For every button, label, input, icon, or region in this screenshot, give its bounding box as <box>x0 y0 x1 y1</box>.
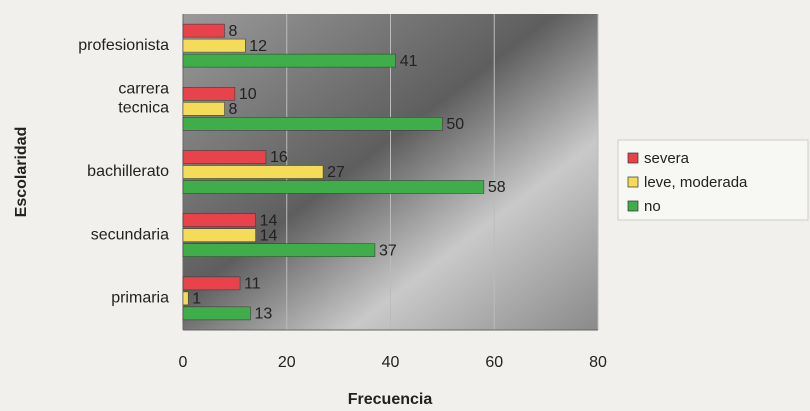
bar <box>182 150 267 164</box>
y-tick-label: primaria <box>111 290 169 307</box>
x-tick-label: 40 <box>382 354 400 371</box>
bar <box>182 213 256 227</box>
data-label: 8 <box>229 101 238 118</box>
y-axis-title: Escolaridad <box>13 127 30 218</box>
legend-label: leve, moderada <box>644 174 748 191</box>
bar <box>182 165 324 179</box>
data-label: 12 <box>249 38 267 55</box>
legend-swatch <box>627 200 639 212</box>
data-label: 37 <box>379 242 397 259</box>
legend-label: no <box>644 198 661 215</box>
bar <box>182 180 485 194</box>
y-tick-label: secundaria <box>91 226 169 243</box>
y-tick-label: profesionista <box>78 37 169 54</box>
data-label: 58 <box>488 179 506 196</box>
bar <box>182 102 225 116</box>
data-label: 1 <box>192 291 201 308</box>
data-label: 10 <box>239 86 257 103</box>
x-tick-label: 20 <box>278 354 296 371</box>
data-label: 13 <box>254 306 272 323</box>
x-axis-title: Frecuencia <box>348 391 433 408</box>
bar <box>182 23 225 38</box>
x-tick-label: 0 <box>179 354 188 371</box>
bar <box>182 38 246 53</box>
legend <box>617 139 809 221</box>
bar <box>182 291 189 306</box>
data-label: 8 <box>229 23 238 40</box>
bar <box>182 306 251 321</box>
data-label: 14 <box>260 212 278 229</box>
data-label: 41 <box>400 53 418 70</box>
y-tick-label: carrera tecnica <box>118 81 169 117</box>
y-tick-label: bachillerato <box>87 163 169 180</box>
bar <box>182 117 443 131</box>
x-tick-label: 80 <box>589 354 607 371</box>
data-label: 14 <box>260 227 278 244</box>
x-tick-label: 60 <box>485 354 503 371</box>
data-label: 16 <box>270 149 288 166</box>
bar <box>182 243 376 257</box>
bar <box>182 87 236 101</box>
data-label: 27 <box>327 164 345 181</box>
data-label: 11 <box>244 276 261 293</box>
bar <box>182 53 396 68</box>
legend-label: severa <box>644 150 690 167</box>
bar <box>182 276 241 291</box>
legend-swatch <box>627 152 639 164</box>
legend-swatch <box>627 176 639 188</box>
bar <box>182 228 256 242</box>
data-label: 50 <box>446 116 464 133</box>
